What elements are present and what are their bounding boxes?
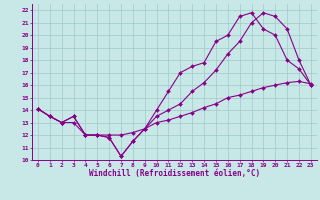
X-axis label: Windchill (Refroidissement éolien,°C): Windchill (Refroidissement éolien,°C) xyxy=(89,169,260,178)
